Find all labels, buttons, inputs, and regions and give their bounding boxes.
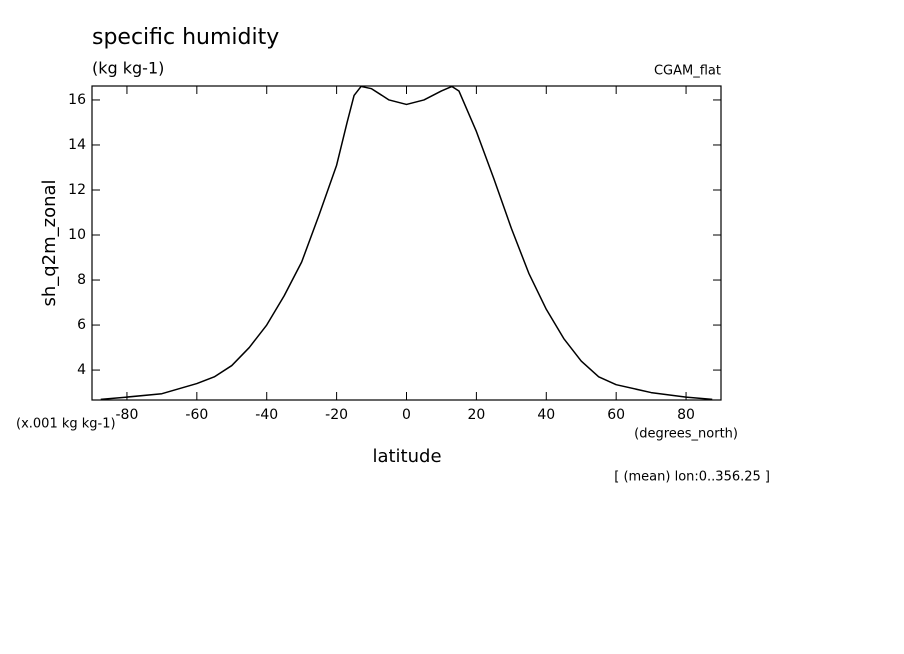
annotation: CGAM_flat	[654, 64, 721, 79]
y-tick-label: 10	[68, 227, 86, 243]
y-tick-label: 6	[77, 317, 86, 333]
y-tick-label: 8	[77, 272, 86, 288]
x-tick-label: 60	[607, 407, 625, 423]
x-units: (degrees_north)	[634, 427, 738, 442]
x-tick-label: -60	[185, 407, 208, 423]
x-tick-label: 40	[537, 407, 555, 423]
x-tick-label: -40	[255, 407, 278, 423]
y-tick-label: 16	[68, 92, 86, 108]
x-tick-label: -20	[325, 407, 348, 423]
x-tick-label: -80	[116, 407, 139, 423]
line	[100, 85, 713, 401]
y-tick-label: 14	[68, 137, 86, 153]
y-tick-label: 4	[77, 362, 86, 378]
x-axis-label: latitude	[372, 446, 441, 467]
y-tick-label: 12	[68, 182, 86, 198]
x-tick-label: 20	[467, 407, 485, 423]
footnote: [ (mean) lon:0..356.25 ]	[614, 470, 770, 485]
x-tick-label: 80	[677, 407, 695, 423]
chart-subtitle: (kg kg-1)	[92, 59, 164, 78]
y-units: (x.001 kg kg-1)	[16, 417, 116, 432]
chart-title: specific humidity	[92, 25, 279, 50]
x-tick-label: 0	[402, 407, 411, 423]
y-axis-label: sh_q2m_zonal	[39, 179, 60, 306]
